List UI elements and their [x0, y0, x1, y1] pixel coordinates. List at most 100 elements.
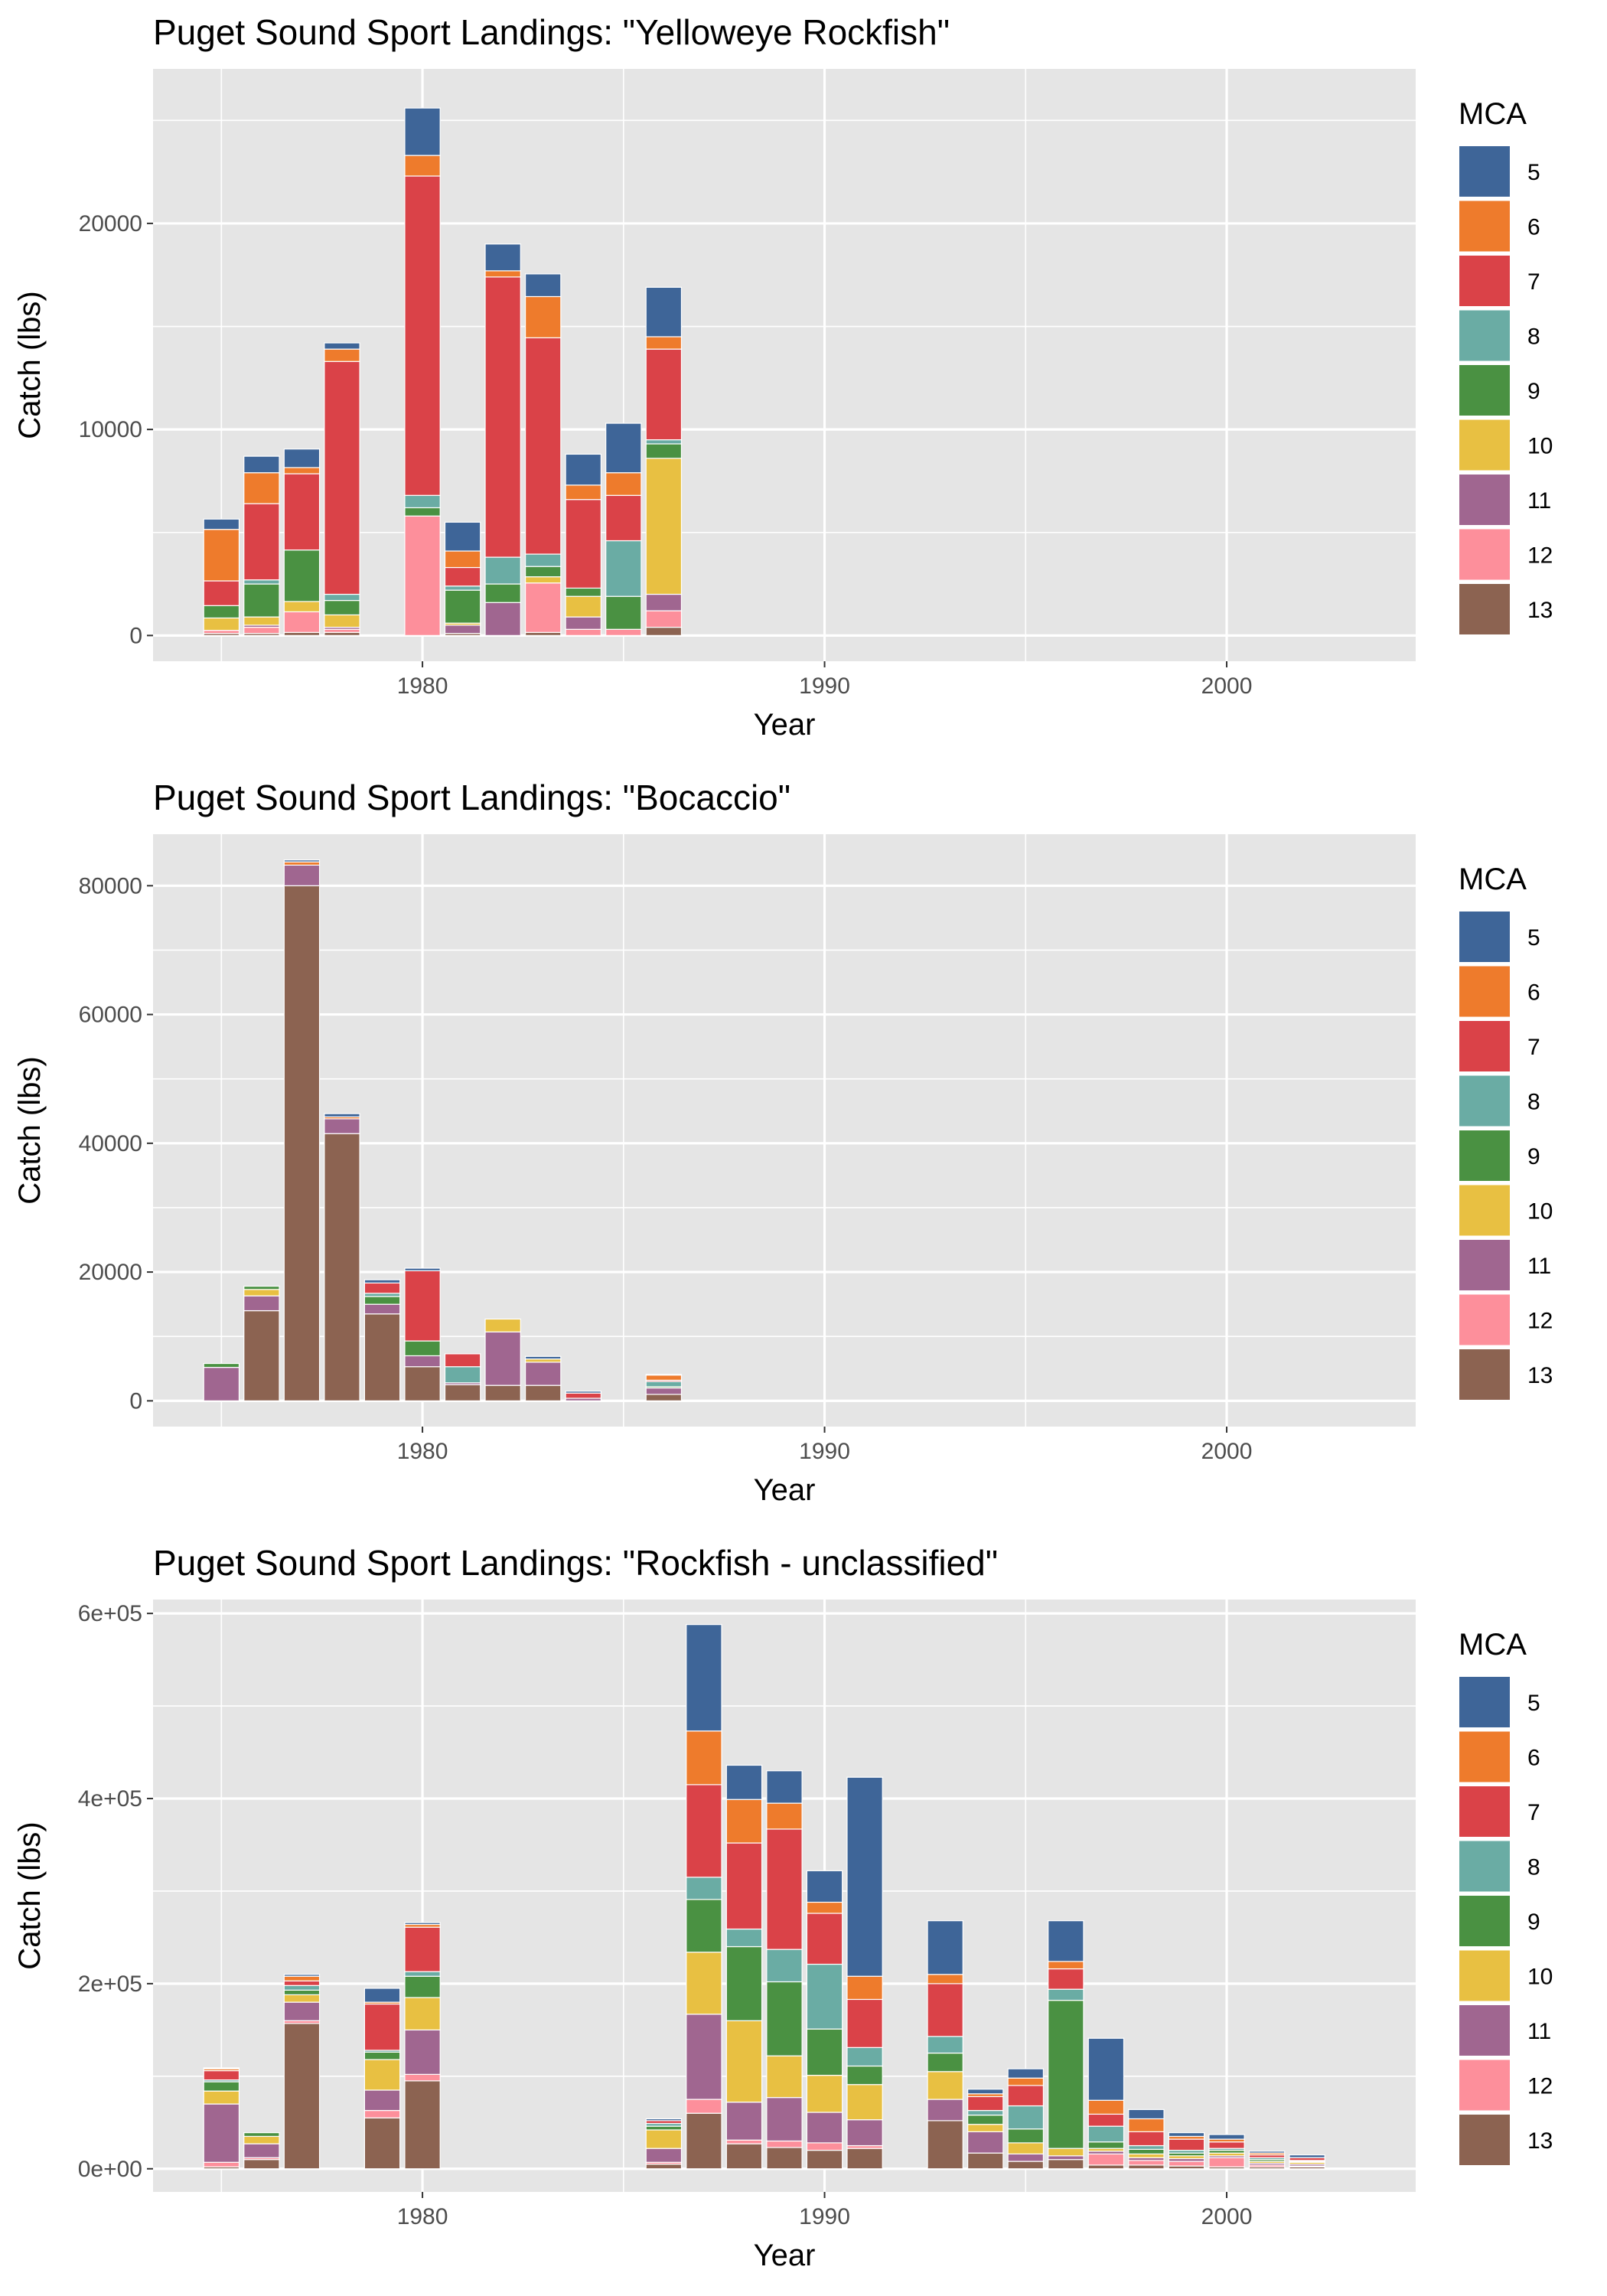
legend: MCA 5 6 7 8 9 10 11 12 13: [1458, 97, 1553, 636]
bar-segment-mca-13-1986: [645, 626, 683, 636]
bar-segment-mca-10-1976: [243, 616, 280, 626]
bar-segment-mca-11-1994: [967, 2131, 1004, 2154]
bar-segment-mca-9-1979: [363, 2051, 401, 2060]
bar-segment-mca-12-1989: [766, 2140, 803, 2148]
bar-segment-mca-10-1993: [927, 2071, 963, 2100]
bar-segment-mca-5-1986: [645, 286, 683, 338]
bar-segment-mca-8-1982: [484, 556, 521, 585]
bar-segment-mca-7-1980: [404, 1270, 441, 1342]
bar-segment-mca-9-1977: [283, 1989, 321, 1996]
bar-segment-mca-13-1977: [283, 631, 321, 636]
bar-segment-mca-6-1976: [243, 472, 280, 504]
legend-label-8: 8: [1527, 1090, 1540, 1115]
bar-segment-mca-11-1990: [806, 2112, 843, 2144]
bar-segment-mca-10-1979: [363, 2059, 401, 2091]
bar-segment-mca-7-1984: [565, 499, 601, 589]
legend-label-6: 6: [1527, 215, 1540, 240]
bar-segment-mca-5-2002: [1289, 2154, 1325, 2158]
bar-segment-mca-5-1996: [1048, 1920, 1084, 1962]
legend-label-8: 8: [1527, 325, 1540, 350]
bar-segment-mca-13-1979: [363, 1313, 401, 1401]
bar-segment-mca-9-1998: [1128, 2148, 1165, 2155]
bar-segment-mca-11-1986: [645, 1387, 683, 1395]
legend-key-6: [1458, 964, 1511, 1019]
bar-segment-mca-11-1982: [484, 602, 521, 636]
legend-key-5: [1458, 145, 1511, 198]
bar-segment-mca-5-1979: [363, 1988, 401, 2003]
bar-segment-mca-10-1996: [1048, 2148, 1084, 2157]
bar-segment-mca-5-1984: [565, 1391, 601, 1394]
legend-key-5: [1458, 910, 1511, 964]
legend-key-5: [1458, 1675, 1511, 1729]
bar-segment-mca-9-1976: [243, 1285, 280, 1290]
legend-key-6: [1458, 199, 1511, 253]
bar-segment-mca-11-1996: [1048, 2155, 1084, 2161]
bar-segment-mca-11-1984: [565, 616, 601, 630]
plot-panel: [153, 834, 1416, 1427]
bar-segment-mca-5-2000: [1208, 2134, 1245, 2140]
bar-segment-mca-5-1989: [766, 1770, 803, 1804]
bar-segment-mca-8-1977: [283, 1985, 321, 1991]
legend-label-13: 13: [1527, 1363, 1553, 1388]
bar-segment-mca-8-1990: [806, 1963, 843, 2030]
x-tick-label: 1980: [397, 2204, 448, 2229]
y-tick-label: 0: [129, 623, 142, 648]
bar-segment-mca-13-1978: [324, 1133, 360, 1401]
bar-segment-mca-5-1983: [524, 1355, 562, 1360]
bar-segment-mca-10-1994: [967, 2124, 1004, 2132]
bar-segment-mca-6-1986: [645, 1375, 683, 1381]
bar-segment-mca-11-1983: [524, 1362, 562, 1386]
chart-panel-3: Puget Sound Sport Landings: "Rockfish - …: [13, 1543, 1553, 2272]
y-tick-label: 0: [129, 1388, 142, 1414]
legend-key-10: [1458, 1949, 1511, 2003]
bar-segment-mca-7-1983: [524, 337, 562, 555]
bar-segment-mca-7-1991: [846, 1998, 883, 2048]
bar-segment-mca-8-1994: [967, 2109, 1004, 2116]
y-tick-label: 20000: [79, 1260, 142, 1285]
legend-key-11: [1458, 2004, 1511, 2057]
bar-segment-mca-5-1990: [806, 1870, 843, 1903]
bar-segment-mca-9-1975: [203, 1362, 240, 1368]
bar-segment-mca-9-1975: [203, 605, 240, 619]
bar-segment-mca-8-1987: [686, 1877, 722, 1900]
legend-key-10: [1458, 418, 1511, 472]
bar-segment-mca-10-1983: [524, 1358, 562, 1363]
bar-segment-mca-13-1997: [1087, 2164, 1125, 2170]
legend-label-11: 11: [1527, 2019, 1551, 2044]
bar-segment-mca-9-1977: [283, 550, 321, 602]
bar-segment-mca-13-1989: [766, 2147, 803, 2170]
legend-key-12: [1458, 527, 1511, 582]
bar-segment-mca-12-1990: [806, 2142, 843, 2151]
bar-segment-mca-5-1999: [1168, 2132, 1205, 2138]
bar-segment-mca-13-1998: [1128, 2164, 1165, 2170]
y-tick-label: 60000: [79, 1003, 142, 1028]
x-tick-label: 2000: [1201, 2204, 1253, 2229]
bar-segment-mca-5-1987: [686, 1624, 722, 1732]
bar-segment-mca-8-1996: [1048, 1988, 1084, 2001]
bar-segment-mca-11-1979: [363, 1303, 401, 1315]
chart-title: Puget Sound Sport Landings: "Yelloweye R…: [153, 12, 950, 52]
bar-segment-mca-6-1982: [484, 270, 521, 278]
bar-segment-mca-10-1977: [283, 601, 321, 612]
bar-segment-mca-7-1980: [404, 175, 441, 496]
x-tick-label: 1980: [397, 673, 448, 699]
bar-segment-mca-6-1981: [444, 550, 481, 569]
bar-segment-mca-13-1986: [645, 1394, 683, 1401]
bar-segment-mca-8-1986: [645, 439, 683, 445]
legend-key-8: [1458, 308, 1511, 363]
bar-segment-mca-6-1977: [283, 1975, 321, 1981]
bar-segment-mca-11-1975: [203, 2103, 240, 2163]
bar-segment-mca-7-1980: [404, 1926, 441, 1972]
bar-segment-mca-7-2000: [1208, 2141, 1245, 2149]
bar-segment-mca-13-1995: [1007, 2161, 1045, 2170]
bar-segment-mca-5-1983: [524, 273, 562, 298]
bar-segment-mca-12-1975: [203, 2161, 240, 2167]
bar-segment-mca-10-1998: [1128, 2153, 1165, 2158]
bar-segment-mca-12-2000: [1208, 2157, 1245, 2167]
bar-segment-mca-5-1979: [363, 1279, 401, 1283]
bar-segment-mca-9-1984: [565, 587, 601, 597]
legend-key-9: [1458, 1129, 1511, 1182]
legend-label-7: 7: [1527, 1800, 1540, 1825]
bar-segment-mca-12-1978: [324, 628, 360, 633]
